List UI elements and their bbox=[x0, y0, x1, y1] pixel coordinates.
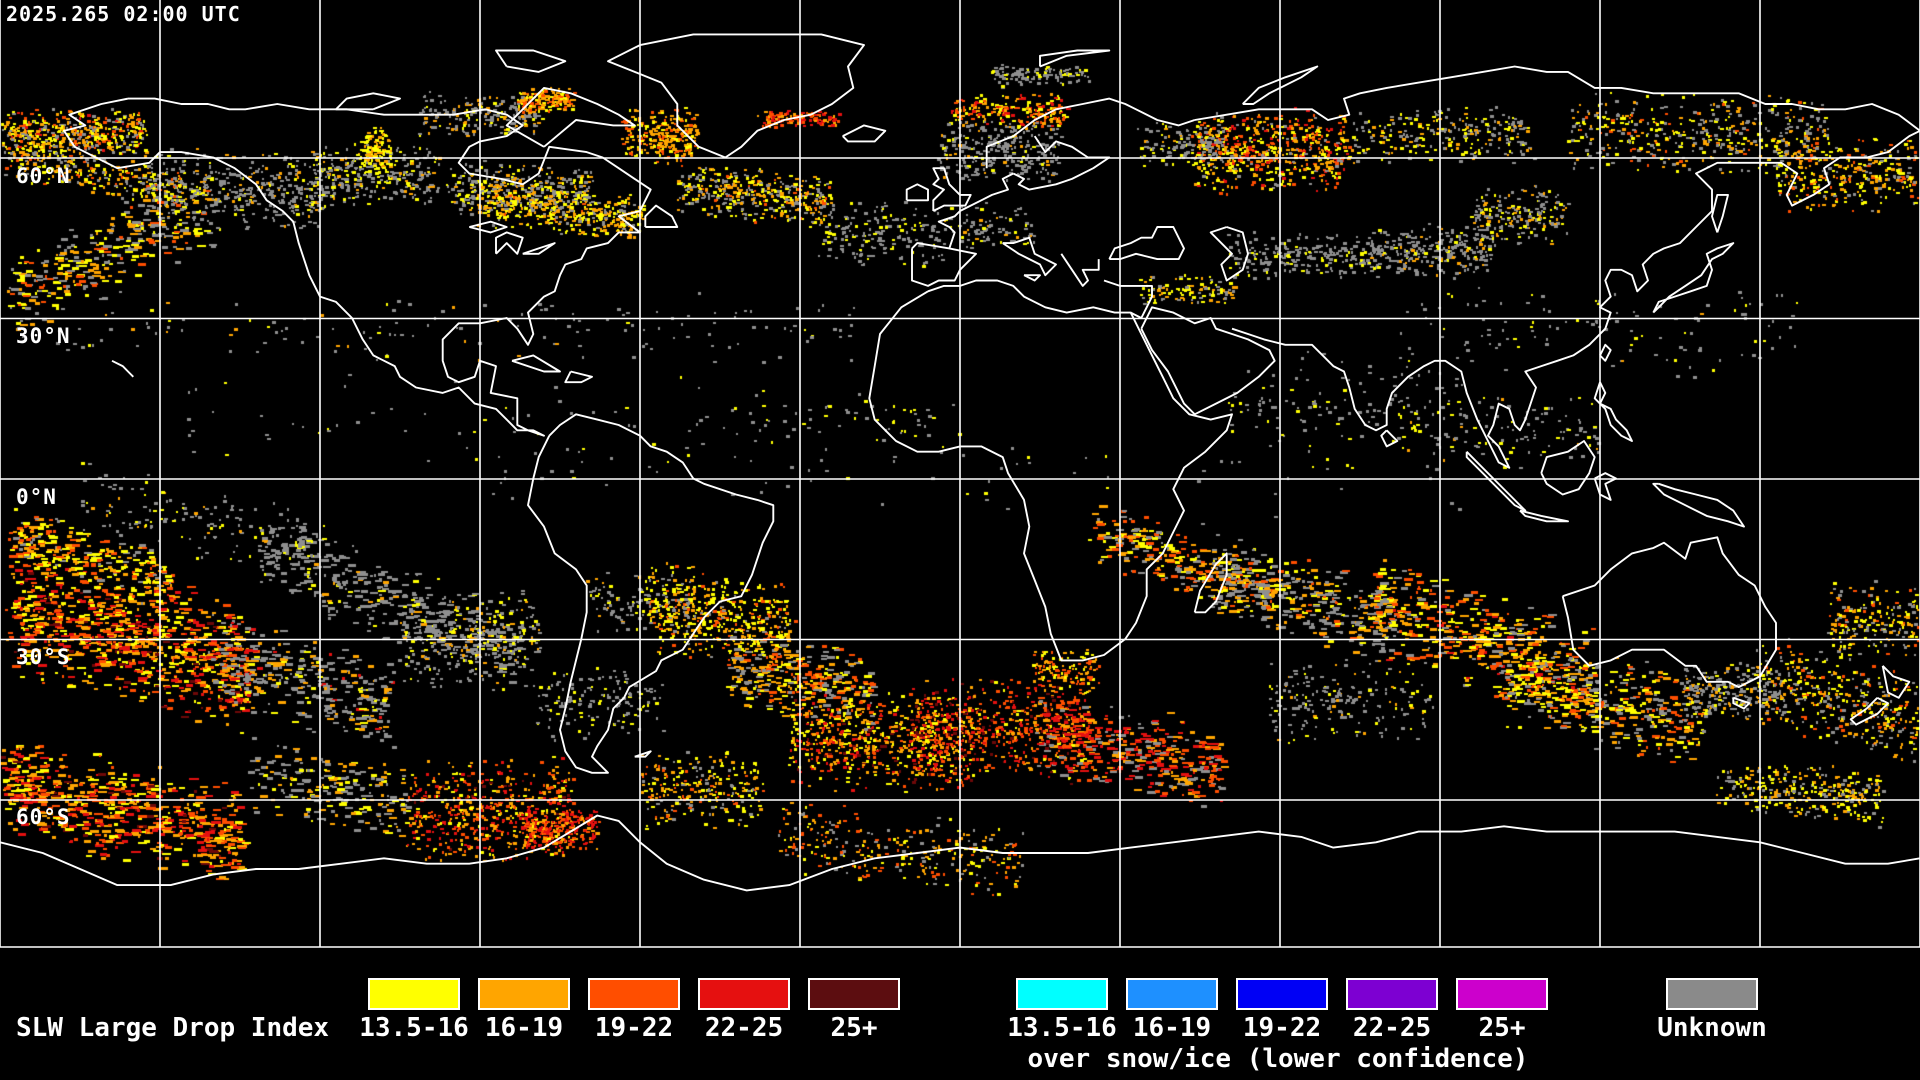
coastline bbox=[1732, 696, 1751, 710]
legend-class-label: 22-25 bbox=[704, 1013, 784, 1043]
coastline bbox=[1599, 343, 1612, 362]
legend-class-label: 22-25 bbox=[1352, 1013, 1432, 1043]
coastline bbox=[1194, 65, 1920, 132]
legend-swatch bbox=[588, 978, 680, 1010]
coastline bbox=[868, 279, 1233, 662]
coastline bbox=[505, 86, 636, 148]
coastline bbox=[1209, 226, 1249, 282]
legend-unknown-label: Unknown bbox=[1657, 1013, 1767, 1043]
coastline bbox=[1193, 552, 1228, 614]
coastline bbox=[511, 354, 561, 373]
legend-swatch bbox=[1346, 978, 1438, 1010]
legend-class-label: 13.5-16 bbox=[359, 1013, 469, 1043]
coastline bbox=[1540, 440, 1596, 496]
coastline bbox=[469, 220, 508, 234]
coastline bbox=[932, 167, 972, 212]
coastline bbox=[1561, 536, 1777, 689]
latitude-label-60n: 60°N bbox=[16, 164, 71, 188]
legend-swatch bbox=[1236, 978, 1328, 1010]
coastline bbox=[527, 413, 775, 774]
coastline bbox=[522, 242, 556, 255]
coastline bbox=[985, 97, 1196, 169]
coastline bbox=[1652, 242, 1735, 314]
legend-swatch bbox=[808, 978, 900, 1010]
coastline bbox=[842, 124, 887, 143]
legend-class-label: 16-19 bbox=[484, 1013, 564, 1043]
coastline bbox=[495, 231, 524, 255]
legend-class-label: 19-22 bbox=[594, 1013, 674, 1043]
legend-swatch bbox=[1456, 978, 1548, 1010]
coastline bbox=[644, 204, 679, 228]
legend-swatch bbox=[1016, 978, 1108, 1010]
legend-class-label: 16-19 bbox=[1132, 1013, 1212, 1043]
coastline bbox=[1060, 253, 1100, 287]
timestamp-label: 2025.265 02:00 UTC bbox=[6, 2, 241, 26]
coastline bbox=[1593, 472, 1617, 501]
coastline bbox=[111, 359, 134, 378]
legend-swatch bbox=[368, 978, 460, 1010]
coastline bbox=[1039, 49, 1111, 68]
legend-snow-note: over snow/ice (lower confidence) bbox=[1027, 1044, 1529, 1074]
coastline bbox=[607, 33, 865, 159]
coastline bbox=[1593, 381, 1633, 442]
coastline bbox=[1652, 482, 1745, 528]
coastline bbox=[1012, 135, 1111, 191]
latitude-label-0n: 0°N bbox=[16, 485, 57, 509]
coastline bbox=[564, 370, 593, 384]
coastline bbox=[63, 97, 652, 437]
coastline bbox=[1242, 65, 1319, 105]
coastline bbox=[1103, 279, 1153, 319]
legend-swatch-unknown bbox=[1666, 978, 1758, 1010]
latitude-label-60s: 60°S bbox=[16, 805, 71, 829]
coastline bbox=[1465, 451, 1527, 512]
coastline bbox=[1380, 429, 1399, 448]
legend-class-label: 19-22 bbox=[1242, 1013, 1322, 1043]
latitude-label-30s: 30°S bbox=[16, 645, 71, 669]
legend-class-label: 25+ bbox=[830, 1013, 878, 1043]
coastline bbox=[911, 242, 977, 287]
legend-swatch bbox=[478, 978, 570, 1010]
coastline bbox=[1881, 665, 1911, 699]
coastline bbox=[1519, 509, 1569, 523]
coastline bbox=[937, 172, 1014, 249]
coastline bbox=[0, 814, 1920, 892]
coastline bbox=[335, 92, 401, 111]
legend-title: SLW Large Drop Index bbox=[16, 1013, 330, 1043]
coastline bbox=[1140, 306, 1276, 416]
coastline bbox=[1023, 274, 1041, 282]
coastline bbox=[1108, 226, 1185, 261]
latitude-label-30n: 30°N bbox=[16, 324, 71, 348]
coastline bbox=[1711, 193, 1729, 233]
coastline bbox=[1002, 236, 1057, 277]
coastline bbox=[1231, 129, 1920, 469]
legend-swatch bbox=[1126, 978, 1218, 1010]
coastline bbox=[905, 183, 929, 202]
coastline bbox=[495, 49, 567, 73]
legend-swatch bbox=[698, 978, 790, 1010]
legend-class-label: 13.5-16 bbox=[1007, 1013, 1117, 1043]
coastline bbox=[634, 750, 652, 758]
legend-class-label: 25+ bbox=[1478, 1013, 1526, 1043]
coastline bbox=[1849, 696, 1889, 726]
